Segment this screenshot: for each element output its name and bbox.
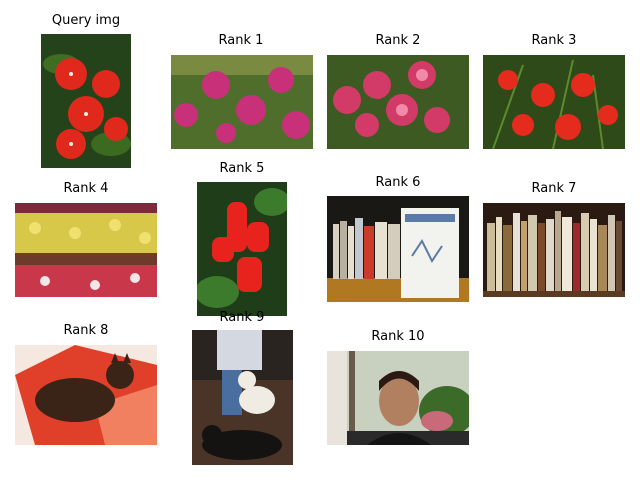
rank-8-title: Rank 8 (63, 323, 109, 338)
query-image (41, 34, 131, 168)
rank-7-image (483, 203, 625, 297)
rank-10-title: Rank 10 (371, 329, 425, 344)
query-title: Query img (51, 13, 121, 28)
rank-6-image (327, 196, 469, 302)
rank-4-title: Rank 4 (63, 181, 109, 196)
rank-9-title: Rank 9 (219, 310, 265, 325)
rank-5-title: Rank 5 (219, 161, 265, 176)
rank-1-title: Rank 1 (218, 33, 264, 48)
rank-2-image (327, 55, 469, 149)
rank-3-image (483, 55, 625, 149)
rank-4-image (15, 203, 157, 297)
rank-3-title: Rank 3 (531, 33, 577, 48)
rank-7-title: Rank 7 (531, 181, 577, 196)
rank-5-image (197, 182, 287, 316)
rank-8-image (15, 345, 157, 445)
rank-10-image (327, 351, 469, 445)
rank-2-title: Rank 2 (375, 33, 421, 48)
rank-9-image (192, 330, 293, 465)
rank-1-image (171, 55, 313, 149)
rank-6-title: Rank 6 (375, 175, 421, 190)
